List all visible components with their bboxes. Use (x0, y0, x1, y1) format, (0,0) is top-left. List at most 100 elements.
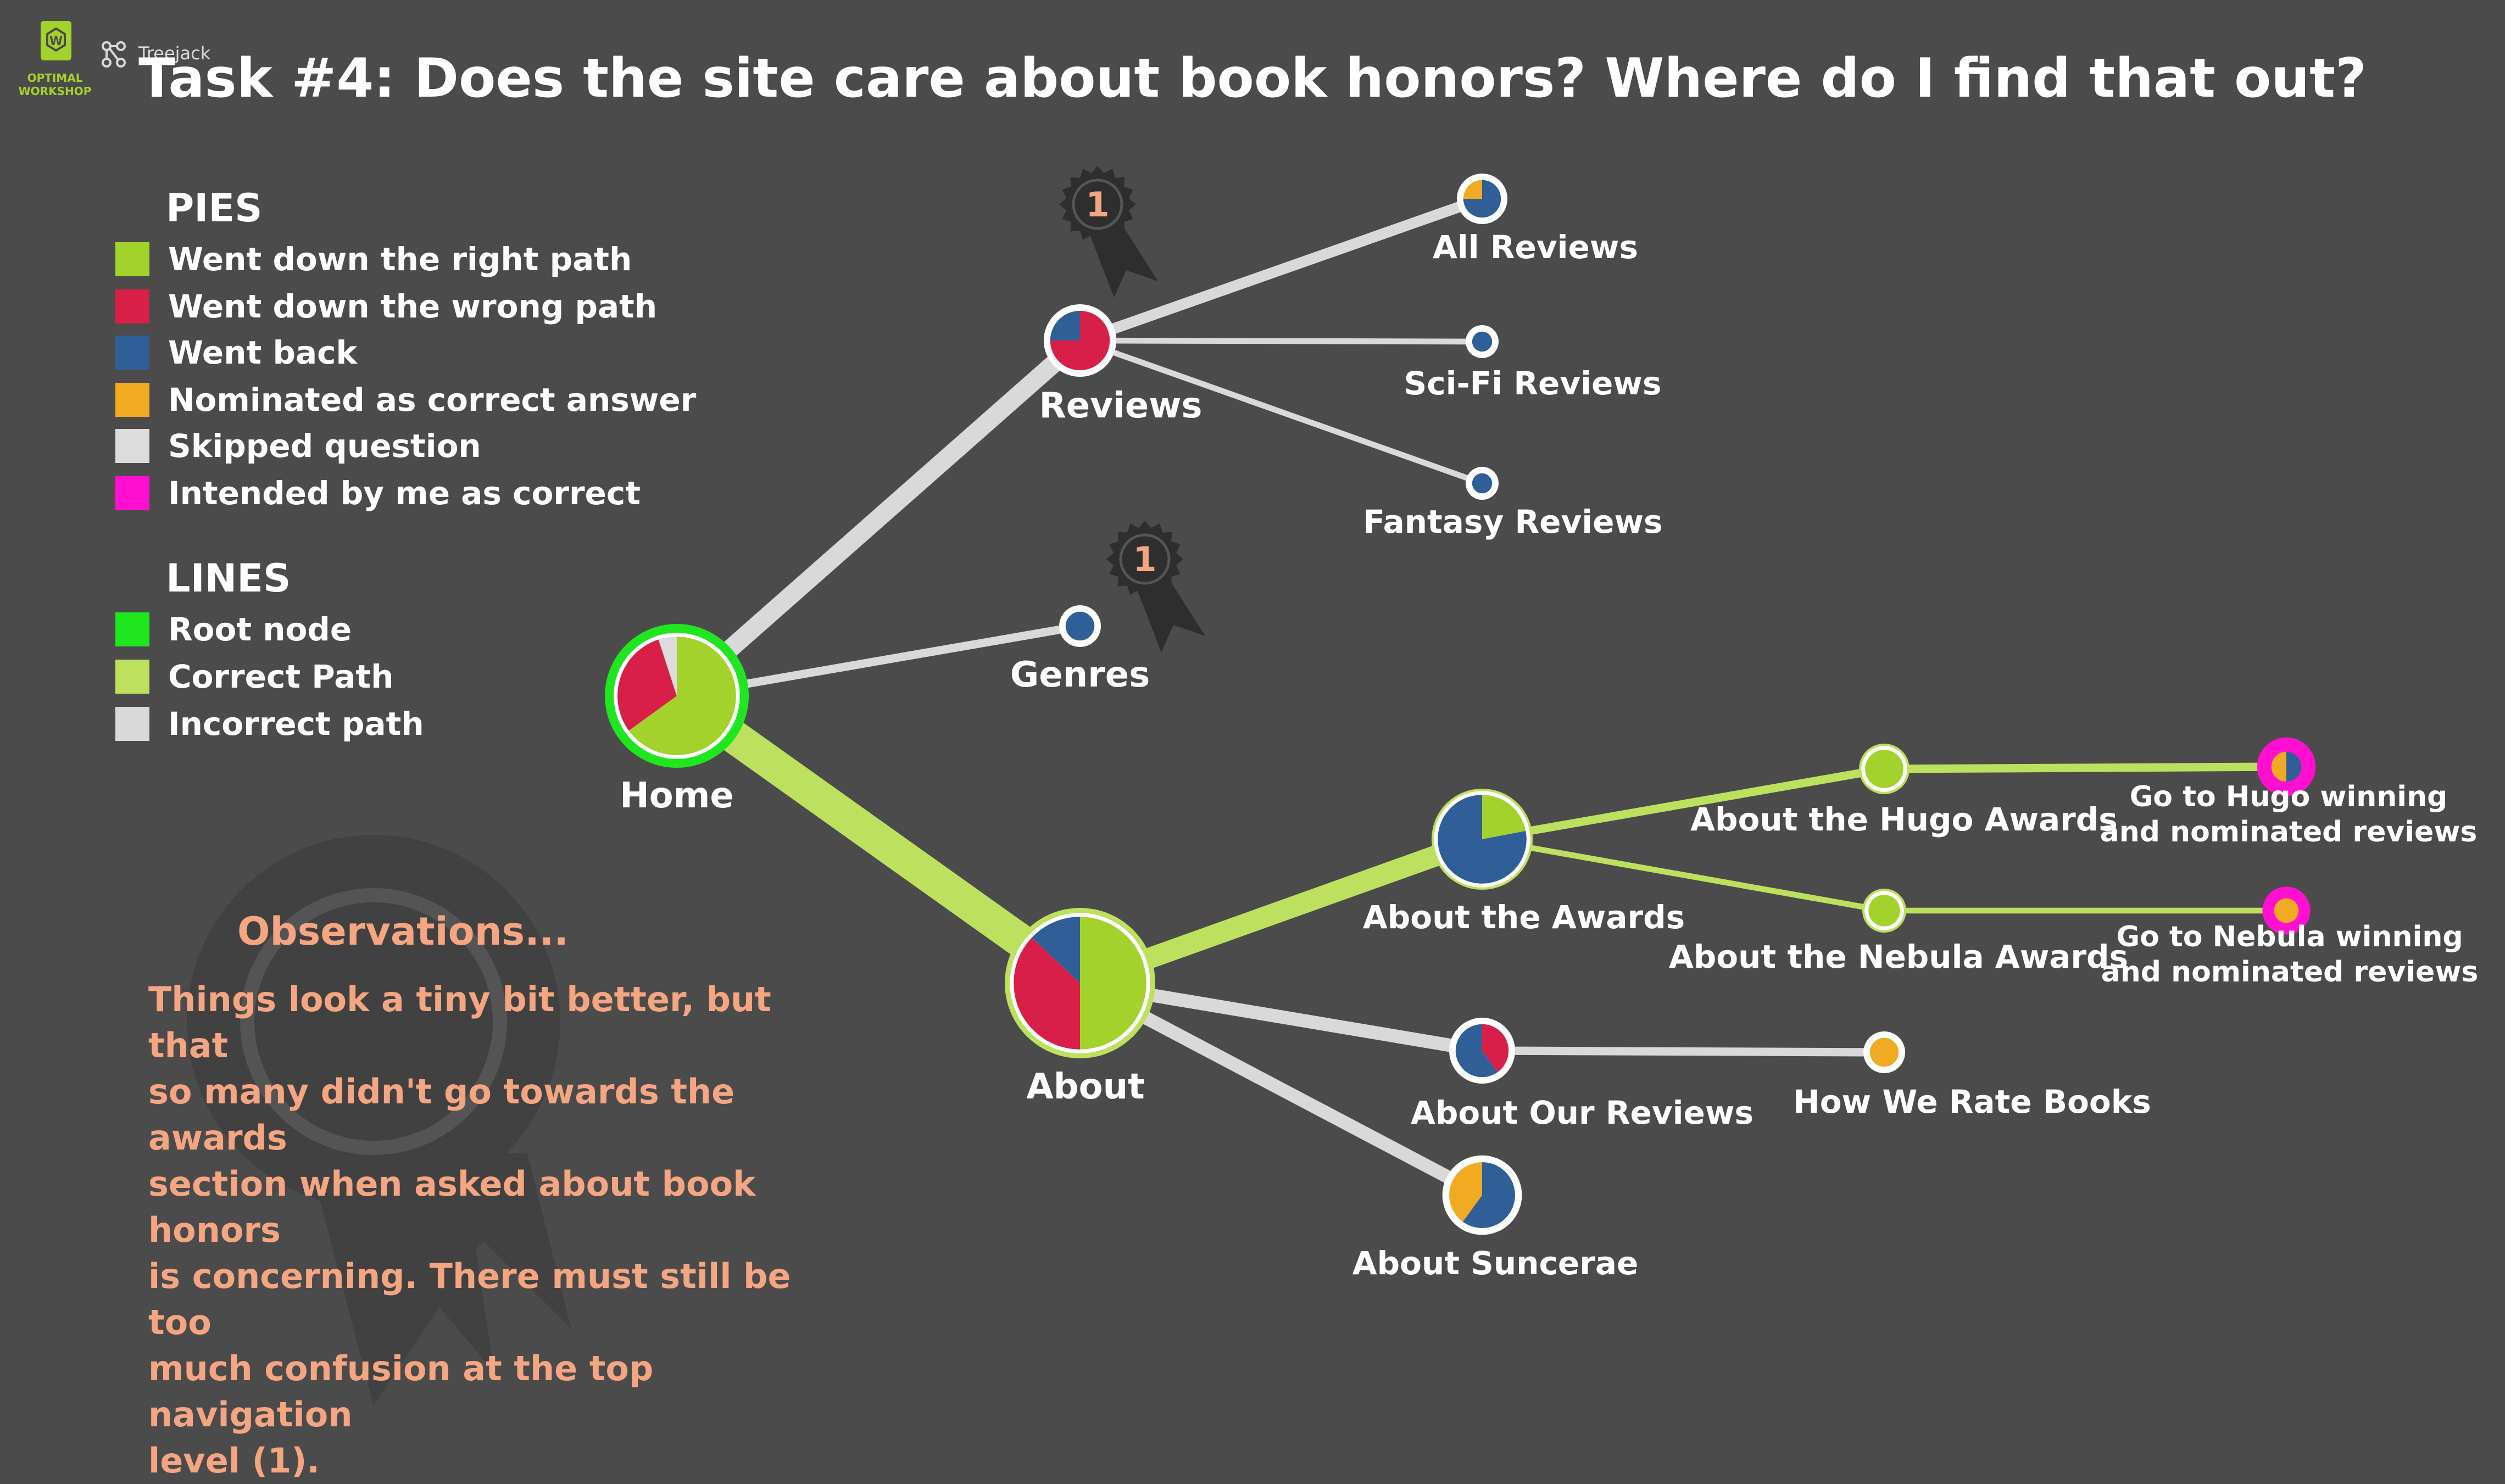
pie-slice-nominated (1449, 1162, 1482, 1222)
node-label-about: About (1026, 1067, 1144, 1107)
node-label-all-reviews: All Reviews (1433, 228, 1638, 266)
node-label-hugo: About the Hugo Awards (1690, 801, 2118, 838)
award-badge-icon: 1 (1059, 166, 1158, 298)
legend-label: Went down the wrong path (168, 288, 658, 325)
node-label-hugo-reviews: Go to Hugo winning and nominated reviews (2100, 780, 2478, 849)
legend-item-nominated: Nominated as correct answer (115, 378, 697, 422)
pie-slice-back (1031, 917, 1080, 983)
node-about (1005, 908, 1155, 1058)
pie-slice-back (1462, 1162, 1515, 1228)
branding: W OPTIMAL WORKSHOP Treejack (16, 16, 236, 98)
page-title: Task #4: Does the site care about book h… (138, 47, 2367, 110)
legend-swatch (115, 289, 149, 323)
legend-item-intended: Intended by me as correct (115, 471, 641, 515)
pie-slice-back (1455, 1024, 1498, 1078)
edge-about_awards-to-nebula (1482, 836, 1885, 914)
node-nebula (1862, 889, 1906, 933)
pie-slice-right (1080, 917, 1146, 1050)
pie-slice-back (1050, 310, 1080, 341)
node-all-reviews (1457, 174, 1507, 224)
node-label-scifi-reviews: Sci-Fi Reviews (1404, 365, 1662, 402)
labels-layer: Home Reviews Genres All Reviews Sci-Fi Revie… (620, 228, 2478, 1282)
pie-slice-right (1865, 750, 1903, 788)
legend-label: Nominated as correct answer (168, 381, 697, 419)
legend-swatch (115, 429, 149, 463)
badge-number: 1 (1133, 539, 1156, 579)
pie-slice-back (1472, 331, 1493, 352)
legend-item-correct-path: Correct Path (115, 655, 394, 699)
edge-hugo-to-hugo_reviews (1884, 762, 2287, 773)
node-label-about-awards: About the Awards (1363, 899, 1685, 936)
legend-item-went-back: Went back (115, 331, 358, 375)
pie-slice-back (1472, 473, 1493, 494)
pie-slice-nominated (2271, 751, 2286, 782)
pie-slice-wrong (1050, 310, 1110, 371)
node-label-reviews: Reviews (1039, 386, 1203, 426)
node-genres (1059, 605, 1101, 647)
edge-reviews-to-scifi_reviews (1079, 337, 1483, 345)
node-about-awards (1431, 788, 1533, 890)
legend-item-incorrect-path: Incorrect path (115, 702, 424, 746)
legend-label: Skipped question (168, 427, 481, 465)
pie-slice-right (1482, 795, 1526, 839)
legend-swatch (115, 242, 149, 276)
legend-label: Correct Path (168, 658, 394, 695)
pie-slice-right (628, 637, 736, 755)
edge-home-to-reviews (670, 333, 1087, 703)
observations-text: Things look a tiny bit better, but that … (148, 979, 791, 1481)
legend-swatch (115, 707, 149, 741)
legend-label: Went back (168, 334, 358, 371)
node-hugo-reviews (2257, 737, 2316, 796)
node-label-how-we-rate: How We Rate Books (1793, 1083, 2151, 1120)
pie-slice-wrong (1014, 938, 1080, 1050)
badge-number: 1 (1086, 185, 1109, 225)
node-label-genres: Genres (1010, 655, 1150, 695)
pie-slice-back (1438, 795, 1527, 884)
node-label-our-reviews: About Our Reviews (1411, 1094, 1753, 1131)
legend-item-root-node: Root node (115, 607, 352, 651)
svg-text:W: W (49, 35, 63, 48)
edge-about-to-suncerae (1077, 977, 1485, 1201)
legend-label: Intended by me as correct (168, 475, 641, 512)
legend-item-skipped: Skipped question (115, 424, 481, 468)
pie-slice-back (2286, 751, 2302, 782)
pie-slice-back (1065, 611, 1095, 641)
pie-slice-right (1868, 895, 1900, 927)
award-watermark-ring-icon (240, 888, 507, 1155)
node-how-we-rate (1863, 1031, 1905, 1073)
edge-our_reviews-to-how_we_rate (1482, 1046, 1885, 1057)
legend-label: Incorrect path (168, 705, 424, 743)
pie-slice-nominated (1463, 180, 1482, 199)
badges-layer: 11 (1059, 166, 1205, 652)
edge-about_awards-to-hugo (1481, 765, 1885, 844)
treejack-wordmark: Treejack (138, 43, 211, 64)
node-fantasy-reviews (1466, 467, 1499, 500)
node-nebula-reviews (2262, 886, 2311, 935)
optimal-workshop-wordmark: OPTIMAL WORKSHOP (18, 71, 92, 98)
legend-swatch (115, 383, 149, 417)
node-scifi-reviews (1466, 325, 1499, 358)
edge-reviews-to-fantasy_reviews (1079, 338, 1483, 486)
node-label-suncerae: About Suncerae (1352, 1245, 1639, 1282)
node-reviews (1043, 304, 1117, 377)
nodes-layer (605, 174, 2316, 1235)
legend-pies-title: PIES (166, 186, 263, 231)
pie-slice-wrong (617, 639, 677, 731)
legend-lines-title: LINES (166, 556, 291, 601)
legend-swatch (115, 336, 149, 370)
legend-swatch (115, 476, 149, 510)
pie-slice-wrong (1482, 1024, 1509, 1072)
legend-swatch (115, 612, 149, 646)
award-badge-icon: 1 (1106, 521, 1205, 652)
legend-label: Root node (168, 611, 352, 648)
node-suncerae (1442, 1155, 1522, 1235)
node-label-home: Home (620, 776, 734, 816)
edge-home-to-about (667, 682, 1090, 997)
treejack-icon (102, 41, 126, 68)
legend-swatch (115, 660, 149, 694)
edge-reviews-to-all_reviews (1078, 193, 1484, 346)
node-label-nebula: About the Nebula Awards (1669, 938, 2128, 975)
node-home (605, 624, 749, 768)
observations-title: Observations... (237, 909, 569, 954)
